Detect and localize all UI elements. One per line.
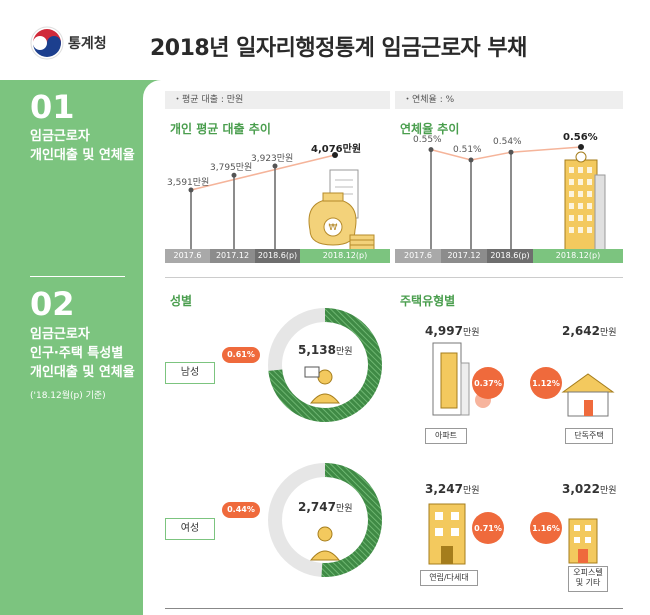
- officetel-amount-value: 3,022: [562, 482, 600, 496]
- officetel-label-line1: 오피스텔: [573, 568, 603, 577]
- loan-chart: ₩: [188, 152, 375, 251]
- male-donut: [268, 308, 382, 422]
- rate-point: [508, 149, 514, 155]
- section-divider-line: [165, 277, 623, 278]
- detached-amount-value: 2,642: [562, 324, 600, 338]
- detached-amount-unit: 만원: [599, 328, 617, 338]
- officetel-label-line2: 및 기타: [575, 577, 601, 587]
- apartment-label: 아파트: [425, 428, 467, 444]
- rate-unit-note: ・연체율 : %: [395, 91, 623, 109]
- rate-value-label: 0.51%: [453, 145, 482, 155]
- section2-number: 02: [30, 285, 75, 323]
- male-rate-pill: 0.61%: [222, 347, 260, 363]
- housing-title: 주택유형별: [400, 294, 456, 308]
- rate-point: [468, 157, 474, 163]
- loan-point: [272, 163, 278, 169]
- male-tag: 남성: [165, 362, 215, 384]
- female-amount: 2,747만원: [298, 500, 353, 514]
- officetel-amount-unit: 만원: [599, 486, 617, 496]
- money-bag-icon: ₩: [308, 169, 375, 251]
- rate-value-label: 0.55%: [413, 134, 442, 145]
- section1-title: 임금근로자 개인대출 및 연체율: [30, 128, 135, 166]
- detached-label: 단독주택: [565, 428, 613, 444]
- rate-chart: [428, 144, 606, 251]
- section1-title-line1: 임금근로자: [30, 129, 90, 144]
- page-title: 2018년 일자리행정통계 임금근로자 부채: [150, 36, 527, 61]
- female-figure-icon: [309, 526, 341, 561]
- loan-chart-title: 개인 평균 대출 추이: [170, 122, 271, 136]
- detached-rate-bubble: 1.12%: [530, 367, 562, 399]
- loan-tick: 2018.6(p): [255, 249, 300, 263]
- male-figure-icon: [304, 366, 341, 404]
- loan-point: [231, 172, 237, 178]
- rate-point: [428, 147, 434, 153]
- section2-note: ('18.12월(p) 기준): [30, 391, 106, 401]
- section2-title: 임금근로자 인구·주택 특성별 개인대출 및 연체율: [30, 326, 135, 383]
- female-rate-pill: 0.44%: [222, 502, 260, 518]
- section1-number: 01: [30, 88, 75, 126]
- rate-tick: 2018.6(p): [487, 249, 533, 263]
- rowhouse-icon: [428, 503, 466, 565]
- rate-value-label: 0.56%: [563, 132, 598, 143]
- rate-tick: 2017.6: [395, 249, 441, 263]
- apartment-icon: [432, 342, 491, 416]
- rowhouse-amount-unit: 만원: [462, 486, 480, 496]
- loan-point: [188, 187, 194, 193]
- section2-title-line2: 인구·주택 특성별: [30, 345, 124, 361]
- female-amount-value: 2,747: [298, 500, 336, 514]
- apartment-rate-bubble: 0.37%: [472, 367, 504, 399]
- officetel-rate-bubble: 1.16%: [530, 512, 562, 544]
- house-icon: [561, 373, 615, 417]
- loan-value-label: 3,591만원: [167, 178, 210, 188]
- female-amount-unit: 만원: [335, 504, 353, 514]
- rate-tick: 2018.12(p): [533, 249, 623, 263]
- loan-value-label: 3,795만원: [210, 163, 253, 174]
- header: [0, 0, 650, 80]
- section2-title-line3: 개인대출 및 연체율: [30, 364, 135, 380]
- section-divider: [30, 276, 125, 277]
- officetel-icon: [568, 518, 598, 564]
- officetel-amount: 3,022만원: [562, 482, 617, 496]
- rate-trend-line: [430, 146, 582, 161]
- svg-text:₩: ₩: [329, 223, 338, 233]
- male-amount: 5,138만원: [298, 343, 353, 357]
- loan-tick: 2018.12(p): [300, 249, 390, 263]
- loan-unit-note: ・평균 대출 : 만원: [165, 91, 390, 109]
- rowhouse-amount-value: 3,247: [425, 482, 463, 496]
- loan-trend-line: [190, 154, 336, 191]
- loan-value-label: 4,076만원: [311, 144, 362, 155]
- officetel-label: 오피스텔 및 기타: [568, 566, 608, 592]
- rate-chart-title: 연체율 추이: [400, 122, 460, 136]
- org-name: 통계청: [68, 36, 107, 52]
- rate-axis: 2017.6 2017.12 2018.6(p) 2018.12(p): [395, 249, 623, 263]
- female-donut: [268, 463, 382, 577]
- apartment-amount: 4,997만원: [425, 324, 480, 338]
- rowhouse-rate-bubble: 0.71%: [472, 512, 504, 544]
- loan-point: [332, 152, 338, 158]
- rowhouse-amount: 3,247만원: [425, 482, 480, 496]
- section2-title-line1: 임금근로자: [30, 327, 90, 342]
- male-amount-value: 5,138: [298, 343, 336, 357]
- taegeuk-logo-icon: [30, 26, 64, 60]
- gender-title: 성별: [170, 294, 193, 308]
- rate-point: [578, 144, 584, 150]
- male-amount-unit: 만원: [335, 347, 353, 357]
- apartment-amount-unit: 만원: [462, 328, 480, 338]
- detached-amount: 2,642만원: [562, 324, 617, 338]
- rowhouse-label: 연립/다세대: [420, 570, 478, 586]
- loan-value-label: 3,923만원: [251, 154, 294, 165]
- bottom-line: [165, 608, 623, 609]
- loan-tick: 2017.6: [165, 249, 210, 263]
- rate-tick: 2017.12: [441, 249, 487, 263]
- section1-title-line2: 개인대출 및 연체율: [30, 147, 135, 163]
- loan-axis: 2017.6 2017.12 2018.6(p) 2018.12(p): [165, 249, 390, 263]
- building-icon: [564, 151, 606, 251]
- apartment-amount-value: 4,997: [425, 324, 463, 338]
- loan-tick: 2017.12: [210, 249, 255, 263]
- rate-value-label: 0.54%: [493, 137, 522, 148]
- female-tag: 여성: [165, 518, 215, 540]
